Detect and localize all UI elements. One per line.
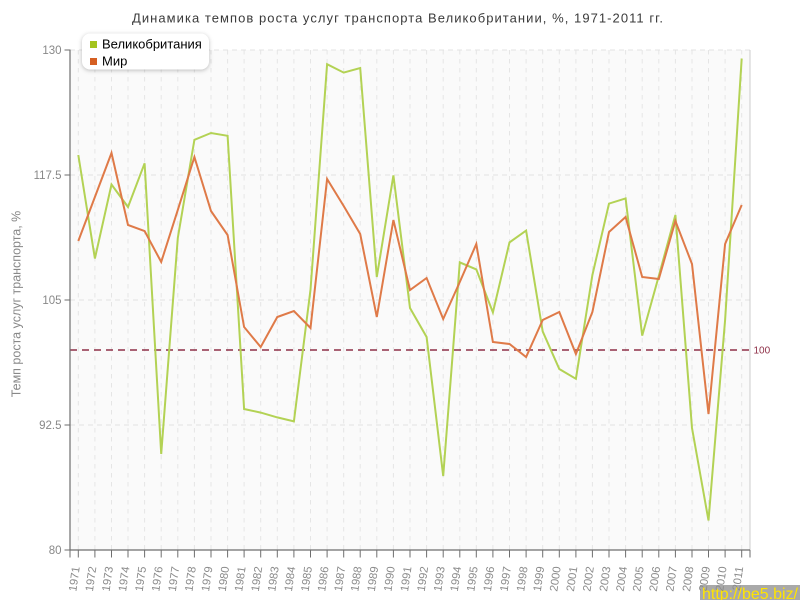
svg-text:1992: 1992 <box>416 566 431 593</box>
svg-text:2008: 2008 <box>681 566 696 593</box>
svg-text:1984: 1984 <box>283 566 298 593</box>
svg-text:2003: 2003 <box>598 566 613 593</box>
svg-text:2007: 2007 <box>664 566 679 593</box>
svg-text:1979: 1979 <box>200 566 215 593</box>
svg-text:Мир: Мир <box>102 54 127 69</box>
svg-text:1987: 1987 <box>333 566 348 593</box>
svg-text:2010: 2010 <box>714 566 729 593</box>
svg-text:2000: 2000 <box>548 566 563 593</box>
svg-text:100: 100 <box>754 346 771 357</box>
svg-text:2004: 2004 <box>615 566 630 593</box>
svg-text:1977: 1977 <box>167 566 182 593</box>
svg-text:2006: 2006 <box>648 566 663 593</box>
svg-text:1974: 1974 <box>117 566 132 593</box>
svg-text:1998: 1998 <box>515 566 530 593</box>
svg-text:1983: 1983 <box>266 566 281 593</box>
svg-text:130: 130 <box>42 45 61 57</box>
svg-text:1971: 1971 <box>67 566 82 593</box>
svg-text:1997: 1997 <box>499 566 514 593</box>
svg-text:1978: 1978 <box>183 566 198 593</box>
svg-text:1981: 1981 <box>233 566 248 593</box>
svg-text:2001: 2001 <box>565 566 580 593</box>
svg-text:1995: 1995 <box>465 566 480 593</box>
svg-text:1988: 1988 <box>349 566 364 593</box>
svg-text:1980: 1980 <box>217 566 232 593</box>
svg-text:1993: 1993 <box>432 566 447 593</box>
svg-text:1994: 1994 <box>449 566 464 593</box>
svg-text:Темп роста услуг транспорта, %: Темп роста услуг транспорта, % <box>10 211 24 398</box>
svg-text:2002: 2002 <box>581 566 596 593</box>
svg-text:Динамика темпов роста услуг тр: Динамика темпов роста услуг транспорта В… <box>132 11 664 26</box>
svg-text:2005: 2005 <box>631 566 646 593</box>
svg-text:1989: 1989 <box>366 566 381 593</box>
svg-text:1982: 1982 <box>250 566 265 593</box>
svg-text:http://be5.biz/: http://be5.biz/ <box>702 586 799 600</box>
svg-text:1972: 1972 <box>84 566 99 593</box>
svg-text:1991: 1991 <box>399 566 414 593</box>
svg-text:2011: 2011 <box>731 566 746 592</box>
svg-text:1999: 1999 <box>532 566 547 593</box>
svg-text:117.5: 117.5 <box>34 170 62 182</box>
svg-text:92.5: 92.5 <box>39 420 61 432</box>
svg-text:1986: 1986 <box>316 566 331 593</box>
svg-text:1973: 1973 <box>101 566 116 593</box>
svg-text:80: 80 <box>49 545 62 557</box>
svg-text:105: 105 <box>42 295 61 307</box>
svg-text:2009: 2009 <box>698 566 713 593</box>
svg-text:1976: 1976 <box>150 566 165 593</box>
svg-text:1975: 1975 <box>134 566 149 593</box>
svg-text:1996: 1996 <box>482 566 497 593</box>
svg-text:Великобритания: Великобритания <box>102 37 202 52</box>
svg-text:1985: 1985 <box>300 566 315 593</box>
svg-text:1990: 1990 <box>382 566 397 593</box>
